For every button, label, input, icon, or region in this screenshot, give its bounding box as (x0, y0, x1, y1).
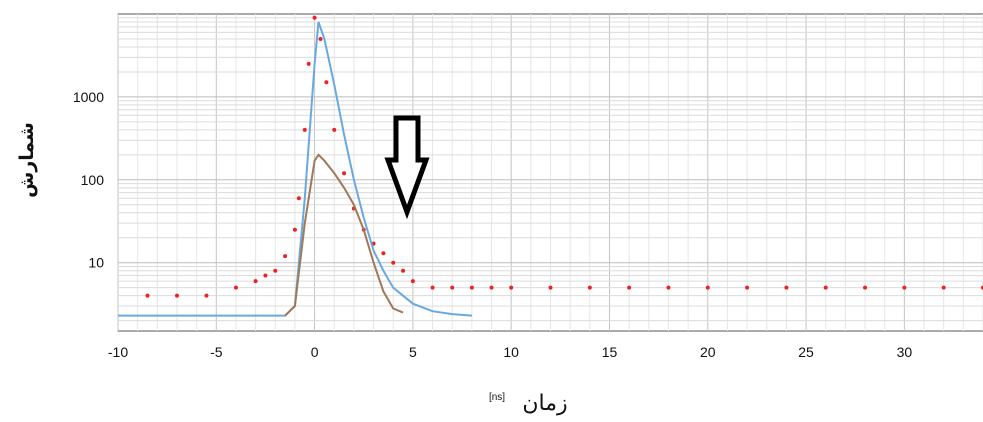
scatter-point (548, 285, 553, 290)
scatter-point (784, 285, 789, 290)
series-line-2 (284, 153, 404, 317)
y-axis-label: شمارش (16, 122, 38, 198)
x-tick-label: 5 (409, 344, 417, 360)
scatter-point (489, 285, 494, 290)
scatter-point (509, 285, 514, 290)
scatter-point (253, 279, 258, 284)
series-line-1 (118, 21, 472, 317)
scatter-point (666, 285, 671, 290)
scatter-point (332, 127, 337, 132)
x-axis-unit: [ns] (489, 392, 505, 403)
scatter-point (745, 285, 750, 290)
scatter-point (302, 127, 307, 132)
scatter-point (324, 80, 329, 85)
scatter-point (174, 293, 179, 298)
scatter-point (401, 268, 406, 273)
scatter-point (705, 285, 710, 290)
scatter-point (204, 293, 209, 298)
x-tick-label: 25 (798, 344, 814, 360)
x-tick-label: 15 (602, 344, 618, 360)
x-axis-ticks: -10 -5 0 5 10 15 20 25 30 (108, 344, 912, 360)
scatter-point (381, 251, 386, 256)
y-tick-label: 100 (81, 172, 105, 188)
x-axis-label: زمان (522, 391, 567, 416)
scatter-point (450, 285, 455, 290)
x-tick-label: 10 (503, 344, 519, 360)
scatter-point (391, 260, 396, 265)
x-tick-label: -10 (108, 344, 128, 360)
scatter-point (342, 171, 347, 176)
scatter-point (263, 273, 268, 278)
scatter-point (587, 285, 592, 290)
scatter-point (941, 285, 946, 290)
grid (117, 14, 983, 331)
x-tick-label: 20 (700, 344, 716, 360)
scatter-point (469, 285, 474, 290)
down-arrow-icon (384, 115, 430, 220)
scatter-point (296, 196, 301, 201)
scatter-point (430, 285, 435, 290)
x-tick-label: 0 (311, 344, 319, 360)
scatter-point (306, 61, 311, 66)
scatter-point (283, 254, 288, 259)
scatter-point (145, 293, 150, 298)
scatter-point (318, 36, 323, 41)
y-tick-label: 1000 (73, 89, 104, 105)
y-axis-ticks: 10 100 1000 (73, 89, 104, 271)
scatter-point (627, 285, 632, 290)
y-tick-label: 10 (88, 255, 104, 271)
scatter-point (273, 268, 278, 273)
scatter-point (292, 227, 297, 232)
scatter-point (823, 285, 828, 290)
data-marks (118, 15, 983, 317)
scatter-point (410, 279, 415, 284)
scatter-point (312, 15, 317, 20)
scatter-point (863, 285, 868, 290)
x-tick-label: 30 (897, 344, 913, 360)
scatter-point (902, 285, 907, 290)
x-tick-label: -5 (210, 344, 223, 360)
scatter-point (233, 285, 238, 290)
